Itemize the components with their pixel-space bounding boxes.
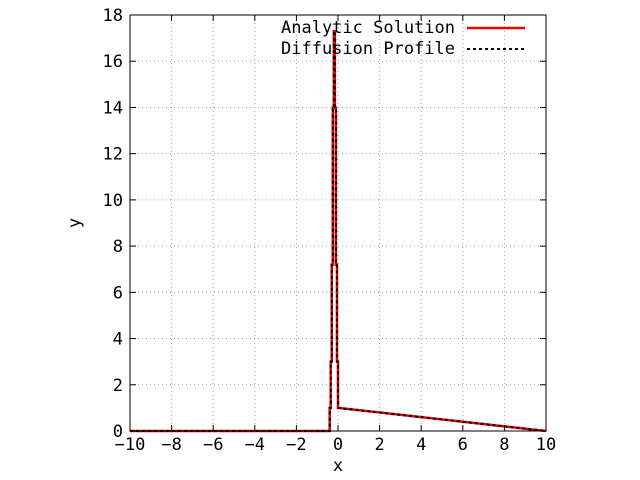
x-tick-label: 0	[333, 435, 343, 455]
x-tick-label: 6	[458, 435, 468, 455]
y-tick-label: 14	[103, 98, 123, 118]
y-tick-label: 18	[103, 6, 123, 26]
y-tick-label: 8	[113, 237, 123, 257]
x-tick-label: −8	[161, 435, 181, 455]
y-tick-label: 0	[113, 422, 123, 442]
y-tick-label: 6	[113, 283, 123, 303]
x-axis-label: x	[333, 456, 343, 476]
axis-ticks: −10 −8 −6 −4 −2 0 2 4 6 8 10 0 2 4 6 8 10 12 14 16 18	[103, 6, 557, 455]
x-tick-label: 10	[536, 435, 556, 455]
y-tick-label: 4	[113, 330, 123, 350]
x-tick-label: −10	[115, 435, 146, 455]
y-axis-label: y	[65, 218, 85, 228]
x-tick-label: 2	[374, 435, 384, 455]
x-tick-label: −6	[203, 435, 223, 455]
y-tick-label: 10	[103, 191, 123, 211]
y-tick-label: 16	[103, 52, 123, 72]
x-tick-label: −4	[245, 435, 265, 455]
legend-label-1: Analytic Solution	[281, 18, 455, 38]
series-lines	[130, 29, 547, 433]
y-tick-label: 12	[103, 145, 123, 165]
y-tick-label: 2	[113, 376, 123, 396]
x-tick-label: 4	[416, 435, 426, 455]
x-tick-label: −2	[286, 435, 306, 455]
legend-label-2: Diffusion Profile	[281, 39, 455, 59]
series-line-2	[130, 30, 547, 432]
x-tick-label: 8	[499, 435, 509, 455]
